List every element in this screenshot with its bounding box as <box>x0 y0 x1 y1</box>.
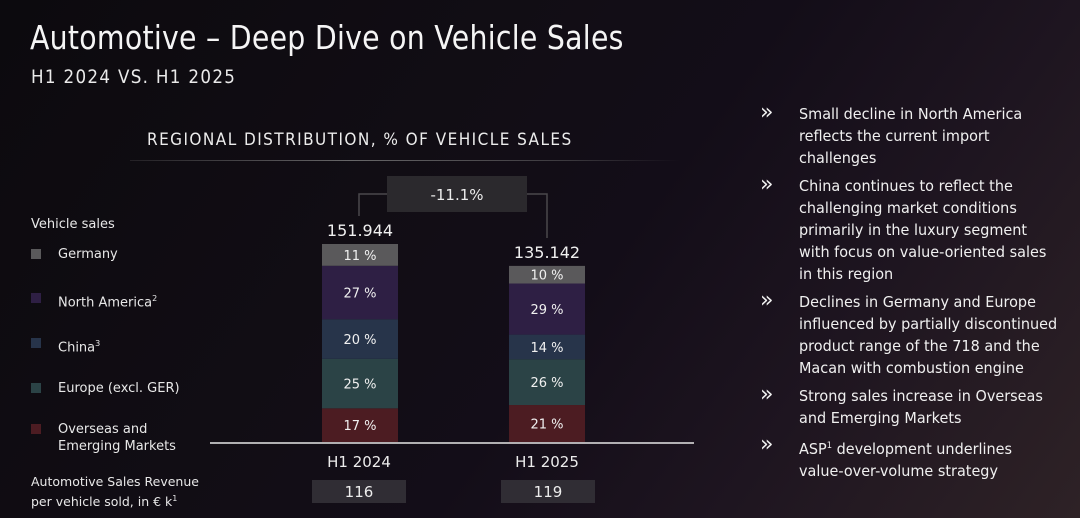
change-label: -11.1% <box>430 186 483 204</box>
key-point-text: ASP1 development underlines value-over-v… <box>799 440 1013 481</box>
revenue-value-h1-2025: 119 <box>534 483 563 501</box>
double-chevron-right-icon: » <box>760 288 774 313</box>
key-point-text: Small decline in North America reflects … <box>799 105 1023 167</box>
chart-title: REGIONAL DISTRIBUTION, % OF VEHICLE SALE… <box>147 130 573 150</box>
bar-segment-label: 26 % <box>530 376 563 391</box>
revenue-per-vehicle-label: Automotive Sales Revenue per vehicle sol… <box>31 474 199 510</box>
bar-segment-overseas-h1-2025 <box>509 405 585 442</box>
bar-segment-label: 27 % <box>343 287 376 302</box>
x-tick-label-h1-2025: H1 2025 <box>515 453 579 471</box>
change-bracket-right <box>526 193 548 238</box>
legend-label: Europe (excl. GER) <box>58 381 180 396</box>
key-point: » Declines in Germany and Europe influen… <box>760 288 1080 379</box>
legend-swatch-china <box>31 338 41 348</box>
chart-title-divider <box>130 160 680 161</box>
revenue-box-h1-2025 <box>501 480 595 503</box>
double-chevron-right-icon: » <box>760 172 774 197</box>
bar-segment-germany-h1-2025 <box>509 265 585 284</box>
bar-segment-germany-h1-2024 <box>322 244 398 266</box>
footnote-marker: 1 <box>826 441 833 451</box>
legend-swatch-north-america <box>31 293 41 303</box>
bar-segment-label: 20 % <box>343 333 376 348</box>
bar-segment-china-h1-2025 <box>509 334 585 360</box>
key-point-text: Strong sales increase in Overseas and Em… <box>799 387 1043 427</box>
key-point-text: China continues to reflect the challengi… <box>799 177 1047 283</box>
change-box <box>387 176 527 212</box>
footnote-marker: 2 <box>152 294 158 303</box>
bar-segment-north-america-h1-2024 <box>322 265 398 320</box>
legend-item-overseas: Overseas and Emerging Markets <box>31 421 176 455</box>
double-chevron-right-icon: » <box>760 382 774 407</box>
bar-segment-label: 11 % <box>343 249 376 264</box>
footnote-marker: 3 <box>95 339 101 348</box>
bar-segment-label: 21 % <box>530 418 563 433</box>
key-point-text: Declines in Germany and Europe influence… <box>799 293 1058 377</box>
legend-item-china: China3 <box>31 335 100 356</box>
key-points-list: » Small decline in North America reflect… <box>760 100 1080 488</box>
bar-segment-label: 14 % <box>530 341 563 356</box>
legend-label: North America2 <box>58 294 158 311</box>
key-point: » Strong sales increase in Overseas and … <box>760 382 1080 429</box>
legend-item-north-america: North America2 <box>31 290 157 311</box>
change-bracket-left <box>358 193 388 216</box>
legend-item-germany: Germany <box>31 246 118 263</box>
revenue-box-h1-2024 <box>312 480 406 503</box>
bar-segment-north-america-h1-2025 <box>509 283 585 335</box>
double-chevron-right-icon: » <box>760 100 774 125</box>
bar-segment-label: 17 % <box>343 419 376 434</box>
legend-swatch-germany <box>31 249 41 259</box>
bar-segment-label: 25 % <box>343 378 376 393</box>
bar-segment-europe-h1-2025 <box>509 359 585 406</box>
bar-segment-europe-h1-2024 <box>322 358 398 409</box>
bar-total-label: 151.944 <box>327 221 393 240</box>
footnote-marker: 1 <box>172 494 178 503</box>
revenue-value-h1-2024: 116 <box>345 483 374 501</box>
x-tick-label-h1-2024: H1 2024 <box>327 453 391 471</box>
bar-segment-label: 29 % <box>530 303 563 318</box>
key-point: » China continues to reflect the challen… <box>760 172 1080 285</box>
double-chevron-right-icon: » <box>760 432 774 457</box>
legend-swatch-overseas <box>31 424 41 434</box>
page-subtitle: H1 2024 VS. H1 2025 <box>31 66 237 88</box>
key-point: » Small decline in North America reflect… <box>760 100 1080 169</box>
legend-label: Overseas and Emerging Markets <box>58 422 176 454</box>
legend-label: China3 <box>58 339 101 356</box>
legend-title: Vehicle sales <box>31 217 115 232</box>
key-point: » ASP1 development underlines value-over… <box>760 432 1080 482</box>
bar-segment-china-h1-2024 <box>322 319 398 359</box>
bar-segment-overseas-h1-2024 <box>322 408 398 442</box>
legend-swatch-europe <box>31 383 41 393</box>
bar-segment-label: 10 % <box>530 269 563 284</box>
legend-label: Germany <box>58 247 118 262</box>
page-title: Automotive – Deep Dive on Vehicle Sales <box>30 18 624 57</box>
legend-item-europe: Europe (excl. GER) <box>31 380 180 397</box>
bar-total-label: 135.142 <box>514 243 580 262</box>
